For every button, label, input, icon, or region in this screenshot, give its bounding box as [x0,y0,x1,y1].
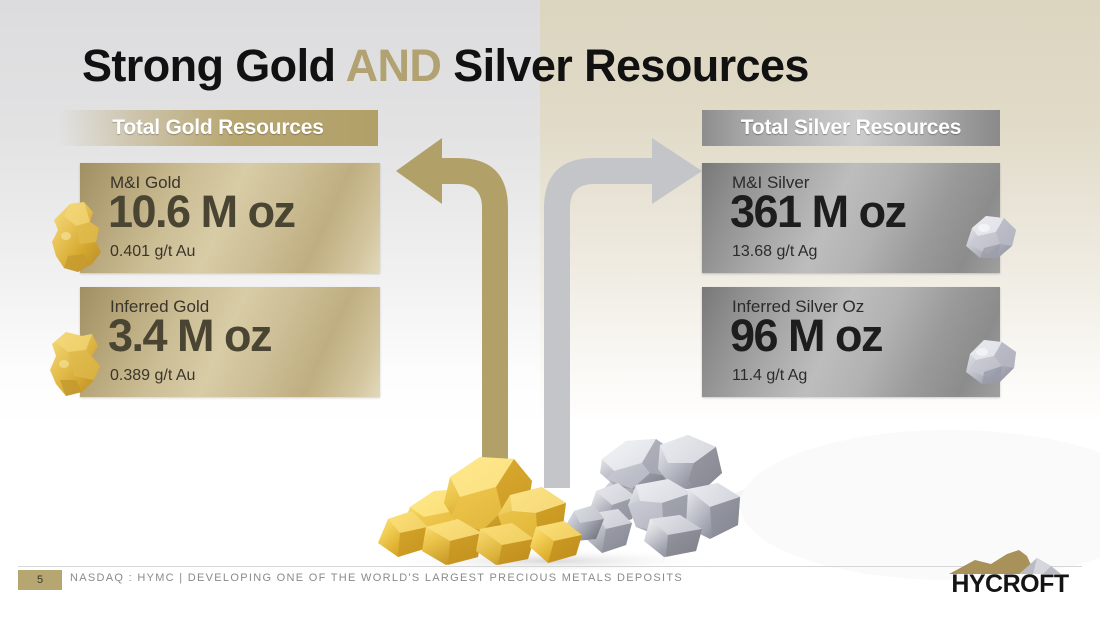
gold-inferred-value: 3.4 M oz [108,310,273,361]
title-segment-silver: Silver Resources [441,40,809,91]
silver-header-bar: Total Silver Resources [702,110,1000,146]
gold-mi-value: 10.6 M oz [108,186,296,237]
hycroft-wordmark: HYCROFT [951,570,1069,598]
page-number-label: 5 [36,574,44,586]
silver-mi-value: 361 M oz [730,186,907,237]
title-segment-gold: Strong Gold [82,40,346,91]
footer-tagline: NASDAQ : HYMC | DEVELOPING ONE OF THE WO… [70,572,684,584]
silver-nugget-icon-2 [966,340,1016,384]
silver-inferred-grade: 11.4 g/t Ag [732,367,808,384]
page-number-badge: 5 [18,570,62,590]
decorative-swoosh-3 [740,430,1100,580]
silver-resource-card-inferred: Inferred Silver Oz 96 M oz 11.4 g/t Ag [702,287,1000,397]
silver-inferred-value: 96 M oz [730,310,884,361]
silver-arrow [544,138,702,488]
ore-pile-illustration [375,435,740,570]
gold-header-bar: Total Gold Resources [58,110,378,146]
hycroft-logo: HYCROFT [945,548,1075,600]
footer-divider [18,566,1082,567]
silver-inferred-label: Inferred Silver Oz [732,297,865,316]
title-segment-and: AND [345,40,442,91]
gold-resource-card-inferred: Inferred Gold 3.4 M oz 0.389 g/t Au [80,287,380,397]
silver-mi-label: M&I Silver [732,173,810,192]
silver-resource-card-mi: M&I Silver 361 M oz 13.68 g/t Ag [702,163,1000,273]
gold-inferred-grade: 0.389 g/t Au [110,367,196,384]
gold-mi-grade: 0.401 g/t Au [110,243,196,260]
hycroft-mountain-icon [949,550,1061,574]
gold-resource-card-mi: M&I Gold 10.6 M oz 0.401 g/t Au [80,163,380,273]
page-title: Strong Gold AND Silver Resources [82,40,809,92]
flow-arrows [396,138,702,488]
silver-nugget-icon-1 [966,216,1016,258]
gold-arrow [396,138,508,488]
silver-header-label: Total Silver Resources [740,116,962,139]
silver-mi-grade: 13.68 g/t Ag [732,243,818,260]
gold-mi-label: M&I Gold [110,173,181,192]
gold-nugget-icon-2 [50,332,100,396]
gold-header-label: Total Gold Resources [112,116,324,139]
gold-inferred-label: Inferred Gold [110,297,210,316]
gold-nugget-icon-1 [52,202,101,272]
